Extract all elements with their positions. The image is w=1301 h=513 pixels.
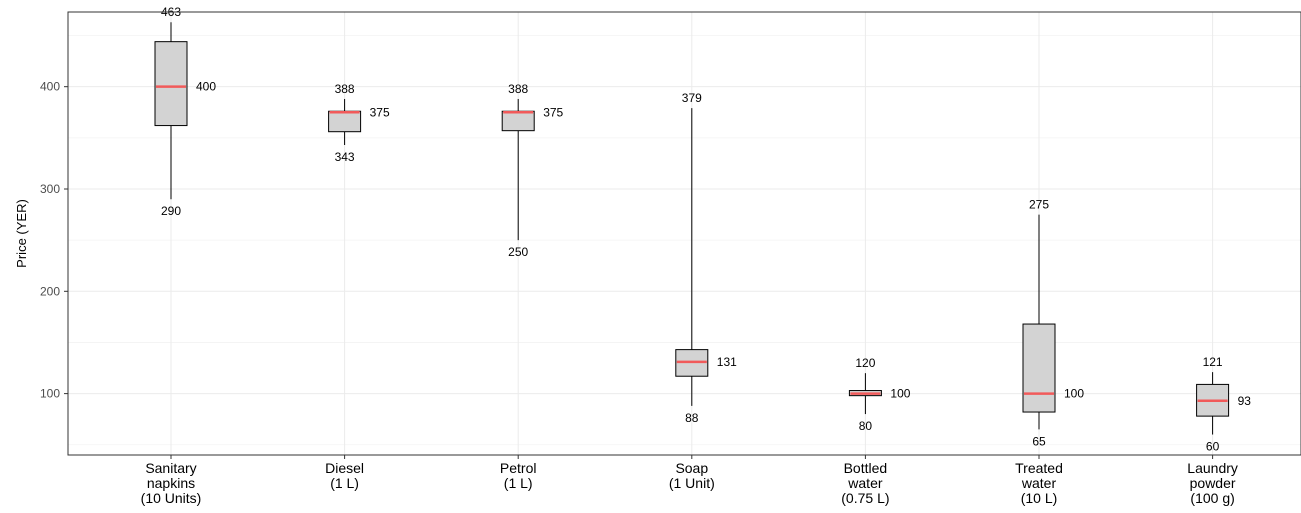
min-label: 88 bbox=[685, 411, 699, 425]
y-tick-label: 400 bbox=[40, 80, 60, 94]
y-tick-label: 300 bbox=[40, 182, 60, 196]
median-label: 375 bbox=[370, 105, 390, 119]
min-label: 60 bbox=[1206, 440, 1220, 454]
iqr-box bbox=[501, 110, 535, 132]
median-label: 400 bbox=[196, 80, 216, 94]
median-label: 100 bbox=[890, 387, 910, 401]
iqr-box bbox=[328, 110, 362, 133]
min-label: 65 bbox=[1032, 434, 1046, 448]
iqr-box bbox=[1022, 323, 1056, 413]
median-label: 375 bbox=[543, 105, 563, 119]
x-tick-label: Treated water (10 L) bbox=[1015, 460, 1063, 506]
box-group: 388 250 375 bbox=[501, 82, 564, 259]
median-label: 100 bbox=[1064, 387, 1084, 401]
max-label: 120 bbox=[855, 356, 875, 370]
x-tick-label: Sanitary napkins (10 Units) bbox=[141, 460, 202, 506]
iqr-box bbox=[154, 41, 188, 127]
y-tick-label: 200 bbox=[40, 284, 60, 298]
max-label: 121 bbox=[1203, 355, 1223, 369]
max-label: 388 bbox=[508, 82, 528, 96]
x-axis: Sanitary napkins (10 Units) Diesel (1 L) Petr… bbox=[141, 455, 1238, 506]
grid-lines bbox=[68, 12, 1301, 455]
y-axis: 100 200 300 400 bbox=[40, 80, 68, 401]
min-label: 250 bbox=[508, 245, 528, 259]
x-tick-label: Petrol (1 L) bbox=[500, 460, 537, 491]
median-label: 93 bbox=[1238, 394, 1252, 408]
y-axis-title: Price (YER) bbox=[14, 199, 29, 268]
box-group: 275 65 100 bbox=[1022, 198, 1084, 448]
box-group: 388 343 375 bbox=[328, 82, 390, 164]
max-label: 388 bbox=[335, 82, 355, 96]
box-group: 120 80 100 bbox=[848, 356, 911, 433]
box-group: 379 88 131 bbox=[675, 91, 737, 425]
y-tick-label: 100 bbox=[40, 387, 60, 401]
min-label: 80 bbox=[859, 419, 873, 433]
x-tick-label: Bottled water (0.75 L) bbox=[841, 460, 889, 506]
panel-border bbox=[67, 11, 1301, 456]
x-tick-label: Laundry powder (100 g) bbox=[1187, 460, 1238, 506]
min-label: 290 bbox=[161, 204, 181, 218]
x-tick-label: Diesel (1 L) bbox=[325, 460, 364, 491]
x-tick-label: Soap (1 Unit) bbox=[669, 460, 715, 491]
min-label: 343 bbox=[335, 150, 355, 164]
median-label: 131 bbox=[717, 355, 737, 369]
box-group: 121 60 93 bbox=[1196, 355, 1252, 454]
max-label: 379 bbox=[682, 91, 702, 105]
max-label: 275 bbox=[1029, 198, 1049, 212]
